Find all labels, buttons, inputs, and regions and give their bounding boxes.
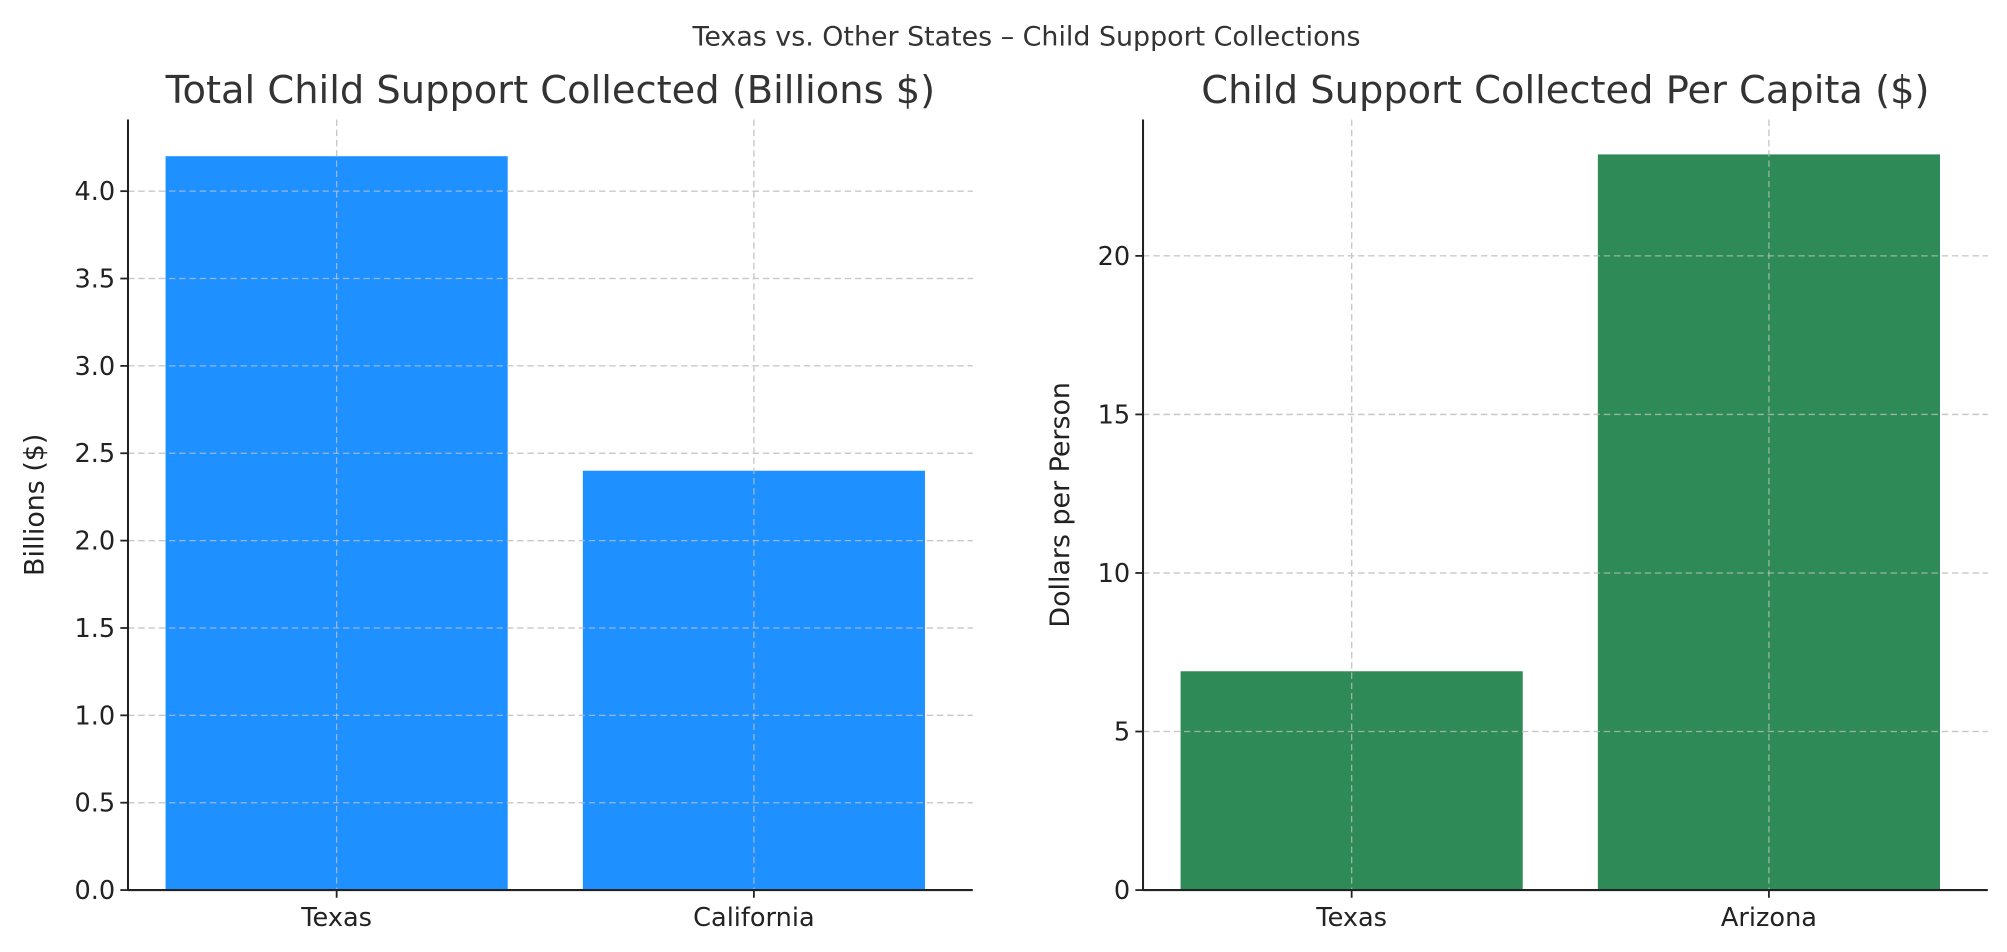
y-tick-label: 10: [1098, 559, 1131, 589]
y-tick-label: 3.0: [75, 352, 116, 382]
chart-title: Total Child Support Collected (Billions …: [165, 68, 936, 113]
y-tick-label: 1.5: [75, 614, 116, 644]
y-tick-label: 3.5: [75, 264, 116, 294]
y-tick-label: 2.5: [75, 439, 116, 469]
suptitle: Texas vs. Other States – Child Support C…: [692, 21, 1361, 52]
y-tick-label: 2.0: [75, 527, 116, 557]
x-tick-label: Texas: [300, 903, 372, 933]
chart-total-collected: 0.0 0.5 1.0 1.5 2.0 2.5 3.0 3.5 4.0 Texas Californ…: [20, 68, 973, 933]
y-tick-label: 0.0: [75, 876, 116, 906]
x-tick-label: Texas: [1315, 903, 1387, 933]
y-tick-label: 5: [1114, 717, 1130, 747]
y-tick-label: 4.0: [75, 177, 116, 207]
y-tick-label: 0.5: [75, 789, 116, 819]
x-tick-label: Arizona: [1721, 903, 1817, 933]
y-tick-label: 15: [1098, 400, 1131, 430]
y-tick-label: 20: [1098, 242, 1131, 272]
chart-per-capita: 0 5 10 15 20 Texas Arizona Child Support Collec…: [1045, 68, 1988, 933]
y-axis-label: Dollars per Person: [1045, 382, 1076, 628]
x-tick-label: California: [693, 903, 814, 933]
chart-title: Child Support Collected Per Capita ($): [1201, 68, 1929, 113]
y-tick-label: 0: [1114, 876, 1130, 906]
y-axis-label: Billions ($): [20, 434, 51, 576]
y-tick-label: 1.0: [75, 701, 116, 731]
